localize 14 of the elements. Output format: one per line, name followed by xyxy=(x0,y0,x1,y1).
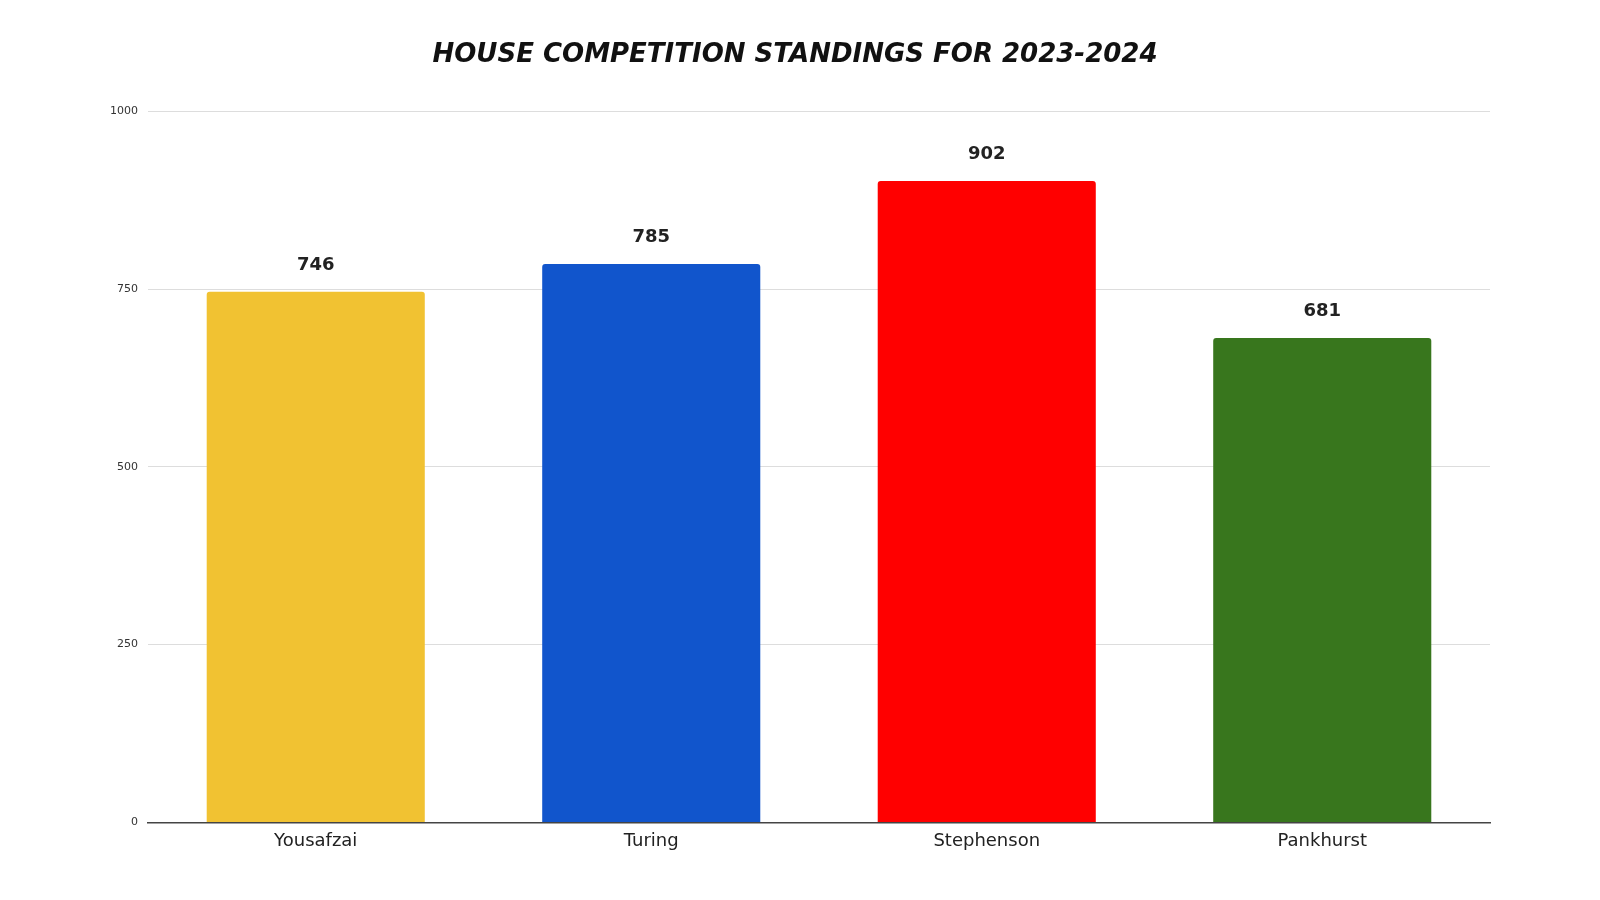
y-tick-label: 250 xyxy=(116,637,138,651)
data-label: 785 xyxy=(632,224,671,246)
y-tick-label: 1000 xyxy=(109,104,138,118)
x-tick-label: Stephenson xyxy=(933,828,1041,850)
y-tick-label: 500 xyxy=(116,459,138,473)
data-label: 746 xyxy=(296,252,335,274)
data-label: 681 xyxy=(1303,298,1342,320)
data-label: 902 xyxy=(967,141,1006,163)
chart-title: HOUSE COMPETITION STANDINGS FOR 2023-2024 xyxy=(432,38,1158,69)
y-tick-label: 750 xyxy=(116,281,138,295)
x-tick-label: Turing xyxy=(622,828,679,850)
y-tick-label: 0 xyxy=(130,815,138,829)
x-tick-label: Pankhurst xyxy=(1277,828,1368,850)
x-tick-label: Yousafzai xyxy=(273,828,358,850)
